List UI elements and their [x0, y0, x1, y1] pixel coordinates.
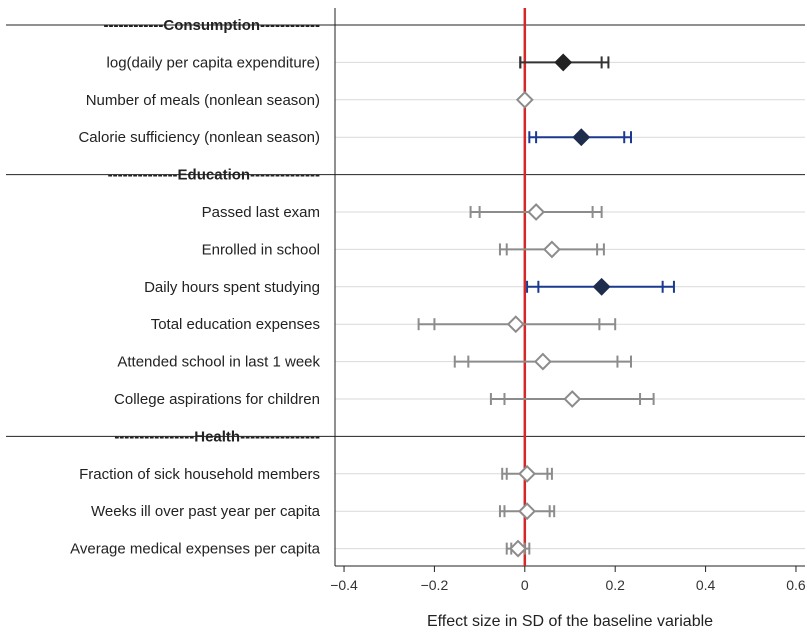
row-label: Fraction of sick household members — [79, 466, 320, 483]
point-estimate-marker — [506, 315, 525, 334]
point-estimate-marker — [563, 390, 582, 408]
x-tick-label: 0.4 — [696, 577, 716, 593]
section-label: ----------------Health---------------- — [114, 428, 320, 445]
estimate-row — [515, 90, 534, 109]
row-label: Enrolled in school — [202, 241, 320, 258]
row-label: Attended school in last 1 week — [117, 354, 320, 371]
x-tick-label: −0.2 — [421, 577, 449, 593]
estimate-row — [417, 315, 617, 334]
estimate-row — [469, 203, 603, 221]
row-label: Calorie sufficiency (nonlean season) — [78, 129, 320, 146]
estimate-row — [453, 352, 633, 371]
x-tick-label: −0.4 — [330, 577, 358, 593]
estimate-row — [489, 390, 655, 408]
x-tick-label: 0 — [521, 577, 529, 593]
estimate-marks — [417, 53, 675, 558]
estimate-row — [498, 240, 605, 259]
point-estimate-marker — [509, 539, 527, 558]
section-label: --------------Education-------------- — [108, 167, 320, 184]
point-estimate-marker — [518, 464, 536, 483]
estimate-row — [501, 464, 553, 483]
point-estimate-marker — [533, 352, 552, 371]
section-label: ------------Consumption------------ — [103, 17, 320, 34]
point-estimate-marker — [572, 128, 591, 147]
row-label: Weeks ill over past year per capita — [91, 503, 321, 520]
x-tick-label: 0.6 — [786, 577, 806, 593]
section-dividers — [6, 24, 805, 437]
estimate-row — [526, 277, 675, 296]
point-estimate-marker — [527, 203, 546, 221]
row-label: College aspirations for children — [114, 391, 320, 408]
row-gridlines — [335, 61, 805, 550]
estimate-row — [505, 539, 531, 558]
row-label: Number of meals (nonlean season) — [86, 92, 320, 109]
row-labels: ------------Consumption------------ log(d… — [70, 17, 321, 558]
point-estimate-marker — [518, 502, 536, 521]
point-estimate-marker — [543, 240, 561, 259]
row-label: Passed last exam — [202, 204, 320, 221]
point-estimate-marker — [554, 53, 573, 72]
row-label: Total education expenses — [151, 316, 320, 333]
x-axis-ticks: −0.4 −0.2 0 0.2 0.4 0.6 — [330, 566, 806, 593]
x-tick-label: 0.2 — [605, 577, 625, 593]
point-estimate-marker — [592, 277, 611, 296]
estimate-row — [498, 502, 556, 521]
row-label: Average medical expenses per capita — [70, 541, 321, 558]
point-estimate-marker — [515, 90, 534, 109]
x-axis-title: Effect size in SD of the baseline variab… — [427, 613, 713, 630]
estimate-row — [528, 128, 633, 147]
estimate-row — [519, 53, 610, 72]
row-label: Daily hours spent studying — [144, 279, 320, 296]
row-label: log(daily per capita expenditure) — [107, 54, 320, 71]
